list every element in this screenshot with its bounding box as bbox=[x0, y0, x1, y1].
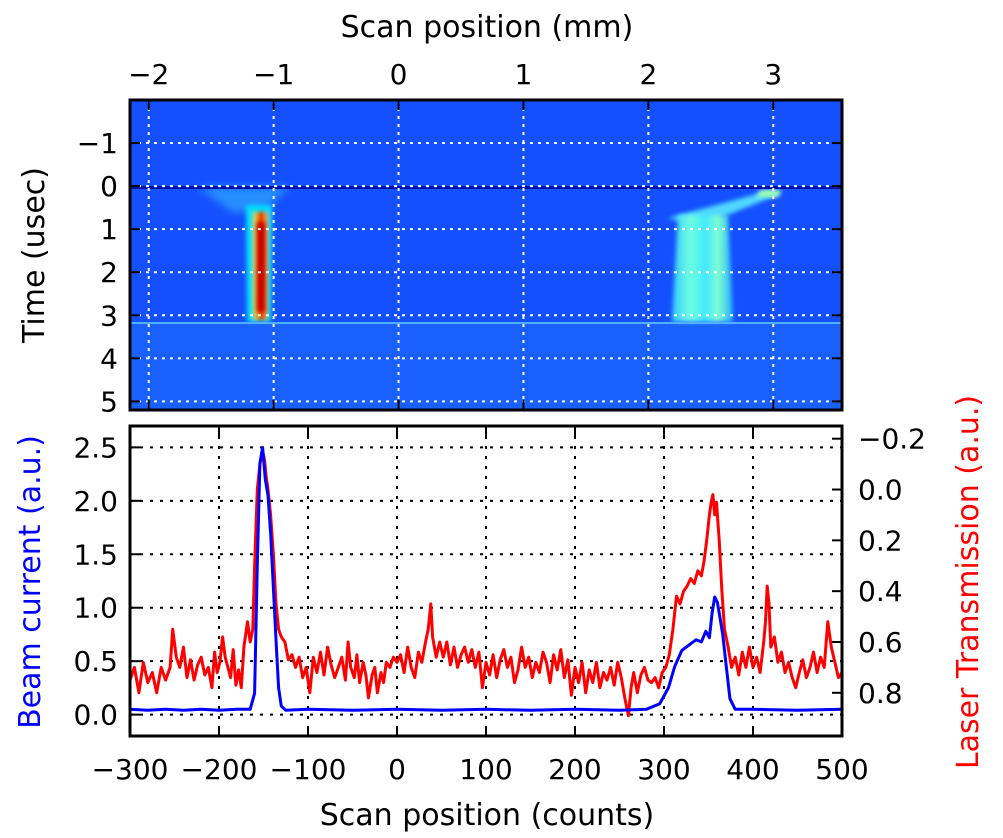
left-y-tick-label: 2.5 bbox=[73, 431, 118, 464]
top-x-tick-label: 2 bbox=[639, 58, 657, 91]
left-y-tick-label: 2.0 bbox=[73, 485, 118, 518]
bottom-x-tick-label: 300 bbox=[637, 753, 690, 786]
top-plot-frame bbox=[128, 98, 844, 412]
top-y-tick-label: 5 bbox=[100, 385, 118, 418]
top-x-tick-label: −1 bbox=[253, 58, 294, 91]
bottom-x-tick-label: 400 bbox=[726, 753, 779, 786]
heatmap-right-feature bbox=[668, 190, 782, 322]
top-y-tick-label: 1 bbox=[100, 213, 118, 246]
left-y-tick-label: 1.0 bbox=[73, 592, 118, 625]
right-y-axis-label: Laser Transmission (a.u.) bbox=[951, 395, 986, 769]
top-x-tick-label: −2 bbox=[128, 58, 169, 91]
bottom-x-tick-label: 200 bbox=[548, 753, 601, 786]
bottom-x-tick-label: 500 bbox=[815, 753, 868, 786]
top-y-axis-label: Time (usec) bbox=[17, 167, 52, 344]
heatmap-line-t0 bbox=[130, 186, 842, 189]
top-y-tick-label: −1 bbox=[77, 127, 118, 160]
bottom-x-tick-label: 100 bbox=[459, 753, 512, 786]
bottom-ticks: −300 −200 −100 0 100 200 300 400 500 0.0 0.5 1.0 1.5… bbox=[73, 423, 926, 786]
bottom-x-tick-label: 0 bbox=[388, 753, 406, 786]
bottom-x-axis-label: Scan position (counts) bbox=[320, 798, 655, 833]
left-y-tick-label: 0.5 bbox=[73, 645, 118, 678]
top-ticks: −2 −1 0 1 2 3 −1 0 1 2 3 4 5 bbox=[77, 58, 842, 418]
bottom-x-tick-label: −100 bbox=[270, 753, 347, 786]
top-y-tick-label: 4 bbox=[100, 342, 118, 375]
top-x-axis-label: Scan position (mm) bbox=[341, 10, 634, 45]
top-grid bbox=[130, 100, 842, 410]
top-x-tick-label: 0 bbox=[390, 58, 408, 91]
bottom-grid bbox=[129, 426, 843, 736]
top-y-tick-label: 3 bbox=[100, 299, 118, 332]
beam-current-line bbox=[130, 445, 842, 712]
right-y-tick-label: 0.4 bbox=[858, 575, 903, 608]
right-y-tick-label: 0.8 bbox=[858, 677, 903, 710]
bottom-x-tick-label: −300 bbox=[92, 753, 169, 786]
heatmap-left-feature bbox=[198, 187, 290, 322]
heatmap-line-t3 bbox=[130, 322, 842, 324]
heatmap-band-lower bbox=[130, 323, 842, 410]
top-y-tick-label: 2 bbox=[100, 256, 118, 289]
top-x-tick-label: 3 bbox=[764, 58, 782, 91]
top-panel: −2 −1 0 1 2 3 −1 0 1 2 3 4 5 Scan position (mm) Time… bbox=[17, 10, 844, 418]
left-y-tick-label: 0.0 bbox=[73, 699, 118, 732]
left-y-tick-label: 1.5 bbox=[73, 538, 118, 571]
bottom-panel: −300 −200 −100 0 100 200 300 400 500 0.0 0.5 1.0 1.5… bbox=[13, 395, 986, 833]
laser-transmission-line bbox=[130, 449, 842, 718]
right-y-tick-label: −0.2 bbox=[858, 423, 926, 456]
right-y-tick-label: 0.6 bbox=[858, 626, 903, 659]
top-x-tick-label: 1 bbox=[515, 58, 533, 91]
top-y-tick-label: 0 bbox=[100, 170, 118, 203]
bottom-plot-frame bbox=[128, 424, 844, 738]
bottom-x-tick-label: −200 bbox=[181, 753, 258, 786]
right-y-tick-label: 0.2 bbox=[858, 524, 903, 557]
right-y-tick-label: 0.0 bbox=[858, 474, 903, 507]
bottom-series bbox=[130, 445, 842, 718]
left-y-axis-label: Beam current (a.u.) bbox=[13, 435, 48, 729]
